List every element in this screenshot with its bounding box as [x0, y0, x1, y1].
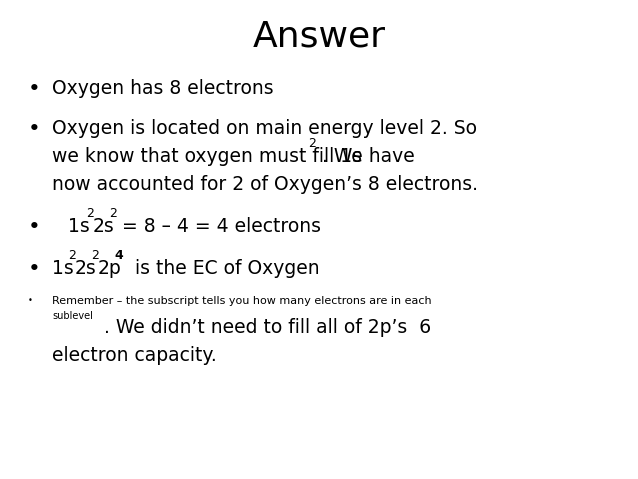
Text: 2: 2 — [308, 137, 316, 150]
Text: •: • — [28, 79, 41, 99]
Text: 2: 2 — [68, 249, 76, 262]
Text: 2s: 2s — [93, 217, 115, 236]
Text: . We have: . We have — [316, 147, 415, 166]
Text: Oxygen is located on main energy level 2. So: Oxygen is located on main energy level 2… — [52, 119, 477, 138]
Text: now accounted for 2 of Oxygen’s 8 electrons.: now accounted for 2 of Oxygen’s 8 electr… — [52, 175, 478, 194]
Text: Answer: Answer — [253, 19, 385, 53]
Text: 1s: 1s — [52, 259, 74, 278]
Text: we know that oxygen must fill 1s: we know that oxygen must fill 1s — [52, 147, 362, 166]
Text: 2: 2 — [91, 249, 99, 262]
Text: •: • — [28, 259, 41, 279]
Text: is the EC of Oxygen: is the EC of Oxygen — [123, 259, 320, 278]
Text: Oxygen has 8 electrons: Oxygen has 8 electrons — [52, 79, 274, 98]
Text: 2: 2 — [109, 207, 117, 220]
Text: sublevel: sublevel — [52, 311, 93, 321]
Text: 2: 2 — [86, 207, 94, 220]
Text: . We didn’t need to fill all of 2p’s  6: . We didn’t need to fill all of 2p’s 6 — [104, 318, 431, 337]
Text: 4: 4 — [114, 249, 122, 262]
Text: 2p: 2p — [98, 259, 122, 278]
Text: electron capacity.: electron capacity. — [52, 346, 217, 365]
Text: •: • — [28, 217, 41, 237]
Text: Remember – the subscript tells you how many electrons are in each: Remember – the subscript tells you how m… — [52, 296, 432, 306]
Text: 2s: 2s — [75, 259, 97, 278]
Text: •: • — [28, 119, 41, 139]
Text: 1s: 1s — [62, 217, 90, 236]
Text: = 8 – 4 = 4 electrons: = 8 – 4 = 4 electrons — [116, 217, 321, 236]
Text: •: • — [28, 296, 33, 305]
